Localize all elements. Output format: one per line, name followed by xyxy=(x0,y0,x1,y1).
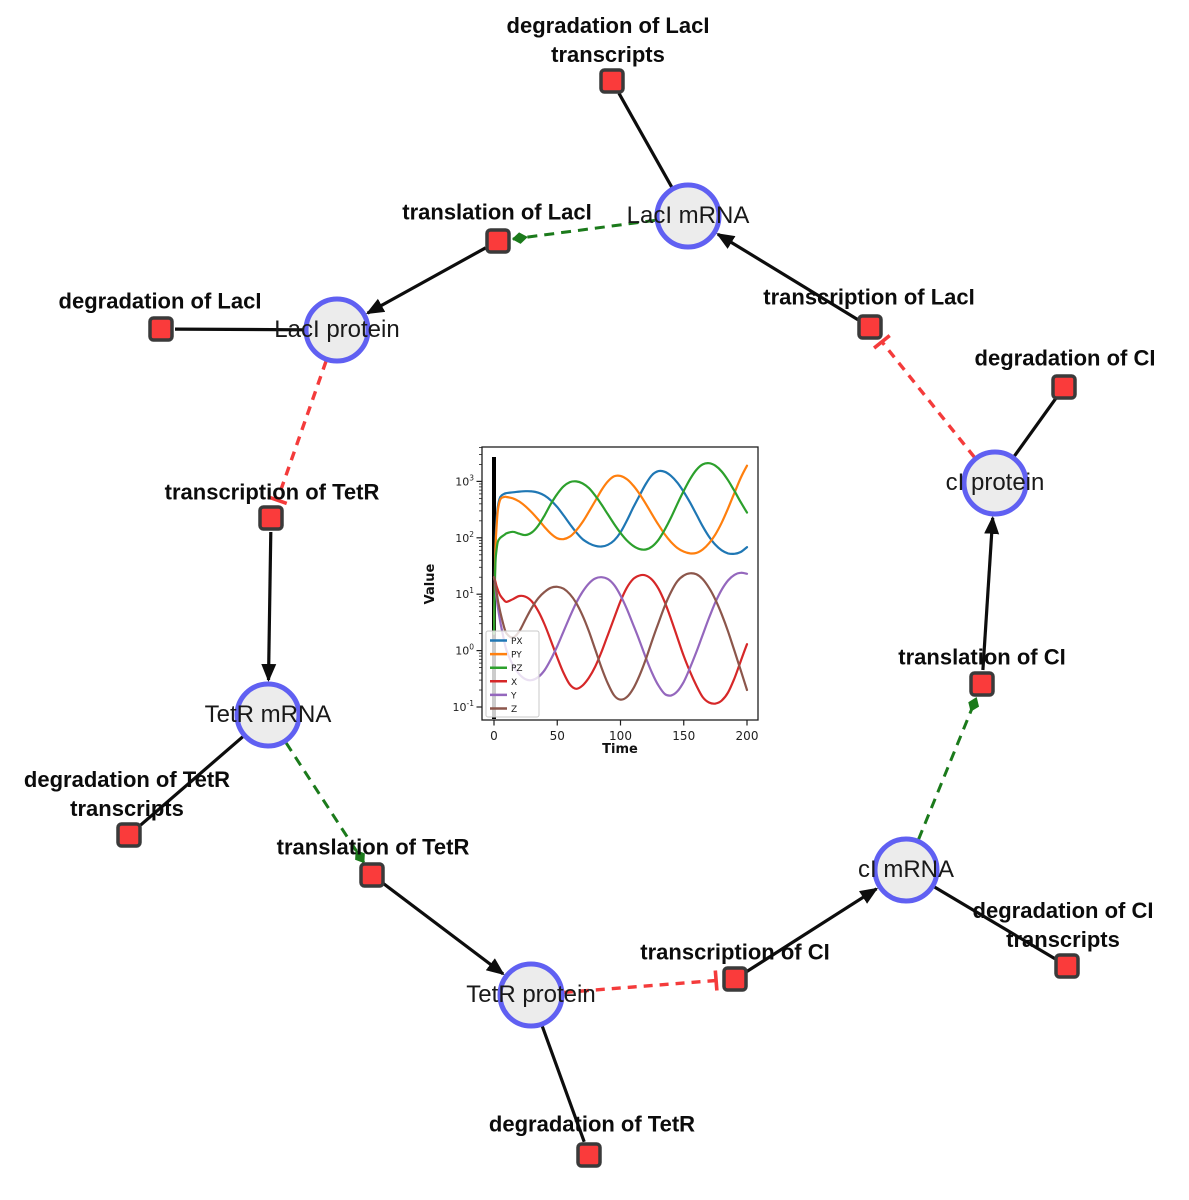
y-tick-label: 101 xyxy=(455,586,474,601)
series-PZ xyxy=(492,462,749,635)
chart-xlabel: Time xyxy=(602,742,638,757)
edge-consumption-laci-protein-deg-laci xyxy=(174,327,305,332)
species-node-tetr-mrna xyxy=(234,681,302,749)
series-X xyxy=(492,573,749,705)
reaction-node-tx-tetr xyxy=(258,505,284,531)
reaction-node-tl-laci xyxy=(485,228,511,254)
x-tick-label: 150 xyxy=(672,729,695,743)
nodes-layer xyxy=(116,68,1080,1168)
y-tick-label: 100 xyxy=(455,643,474,658)
reaction-node-deg-laci-tx xyxy=(599,68,625,94)
reaction-node-deg-ci xyxy=(1051,374,1077,400)
edge-production-tl-laci-laci-protein xyxy=(365,246,487,315)
edge-catalysis-tetr-mrna-tl-tetr xyxy=(284,741,366,864)
edge-inhibition-ci-protein-tx-laci xyxy=(872,334,976,459)
species-node-tetr-protein xyxy=(497,961,565,1029)
edge-production-tl-ci-ci-protein xyxy=(981,515,1000,671)
reaction-node-tl-ci xyxy=(969,671,995,697)
y-tick-label: 103 xyxy=(455,473,474,488)
edge-consumption-ci-protein-deg-ci xyxy=(1013,397,1058,458)
edge-catalysis-laci-mrna-tl-laci xyxy=(511,218,656,244)
y-tick-label: 10-1 xyxy=(453,699,475,714)
legend-label-Y: Y xyxy=(510,691,517,701)
species-node-laci-protein xyxy=(303,296,371,364)
edge-production-tx-tetr-tetr-mrna xyxy=(261,531,277,682)
reaction-node-tx-laci xyxy=(857,314,883,340)
edge-catalysis-ci-mrna-tl-ci xyxy=(917,696,980,841)
x-tick-label: 200 xyxy=(736,729,759,743)
legend-label-PZ: PZ xyxy=(511,664,523,674)
legend-label-X: X xyxy=(511,678,517,688)
legend-label-PY: PY xyxy=(511,651,522,661)
species-node-laci-mrna xyxy=(654,182,722,250)
chart-ylabel: Value xyxy=(423,563,438,604)
reaction-node-tl-tetr xyxy=(359,862,385,888)
series-PX xyxy=(492,469,749,635)
species-node-ci-protein xyxy=(961,449,1029,517)
edge-inhibition-laci-protein-tx-tetr xyxy=(267,360,328,506)
reaction-node-deg-tetr-tx xyxy=(116,822,142,848)
edge-consumption-tetr-mrna-deg-tetr-tx xyxy=(138,735,245,828)
inset-chart: 10-1 100 101 102 103 0 50 100 150 200 PX PY PZ XYZ xyxy=(453,446,759,743)
legend-label-Z: Z xyxy=(511,705,517,715)
reaction-node-deg-laci xyxy=(148,316,174,342)
series-PY xyxy=(492,464,749,635)
x-tick-label: 100 xyxy=(609,729,632,743)
edges-layer xyxy=(138,92,1058,1143)
y-tick-label: 102 xyxy=(455,530,474,545)
reaction-node-deg-ci-tx xyxy=(1054,953,1080,979)
x-tick-label: 0 xyxy=(490,729,498,743)
edge-consumption-tetr-protein-deg-tetr xyxy=(540,1025,586,1143)
x-tick-label: 50 xyxy=(550,729,565,743)
edge-consumption-laci-mrna-deg-laci-tx xyxy=(617,92,674,188)
reaction-node-tx-ci xyxy=(722,966,748,992)
species-node-ci-mrna xyxy=(872,836,940,904)
edge-inhibition-tetr-protein-tx-ci xyxy=(563,970,719,995)
edge-production-tx-laci-laci-mrna xyxy=(716,232,859,322)
reaction-node-deg-tetr xyxy=(576,1142,602,1168)
edge-consumption-ci-mrna-deg-ci-tx xyxy=(933,885,1056,961)
legend-label-PX: PX xyxy=(511,637,523,647)
generated-layer: 10-1 100 101 102 103 0 50 100 150 200 PX PY PZ XYZ xyxy=(116,68,1080,1168)
edge-production-tl-tetr-tetr-protein xyxy=(382,882,505,976)
edge-production-tx-ci-ci-mrna xyxy=(745,887,879,973)
